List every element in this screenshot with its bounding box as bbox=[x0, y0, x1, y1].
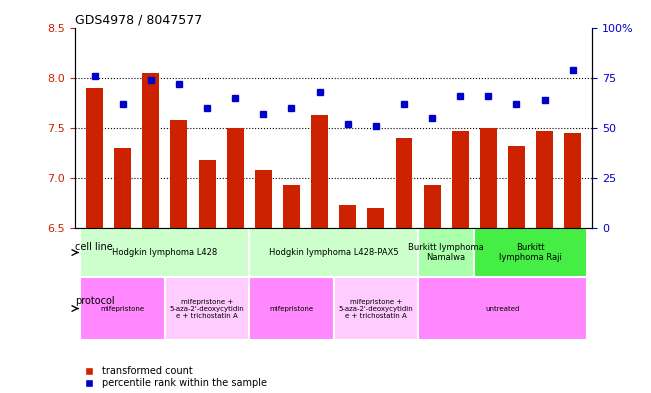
Bar bbox=[418, 277, 587, 340]
Bar bbox=[396, 138, 412, 228]
Text: cell line: cell line bbox=[75, 242, 113, 252]
Bar bbox=[452, 131, 469, 228]
Bar bbox=[255, 170, 271, 228]
Bar bbox=[227, 128, 243, 228]
Bar bbox=[418, 228, 475, 277]
Bar bbox=[339, 205, 356, 228]
Bar bbox=[564, 133, 581, 228]
Bar bbox=[334, 277, 418, 340]
Text: mifepristone +
5-aza-2'-deoxycytidin
e + trichostatin A: mifepristone + 5-aza-2'-deoxycytidin e +… bbox=[339, 299, 413, 318]
Text: Burkitt
lymphoma Raji: Burkitt lymphoma Raji bbox=[499, 243, 562, 262]
Bar bbox=[311, 115, 328, 228]
Text: mifepristone +
5-aza-2'-deoxycytidin
e + trichostatin A: mifepristone + 5-aza-2'-deoxycytidin e +… bbox=[170, 299, 244, 318]
Text: Hodgkin lymphoma L428-PAX5: Hodgkin lymphoma L428-PAX5 bbox=[269, 248, 398, 257]
Bar bbox=[165, 277, 249, 340]
Bar bbox=[249, 228, 418, 277]
Text: protocol: protocol bbox=[75, 296, 115, 306]
Bar bbox=[81, 277, 165, 340]
Bar bbox=[283, 185, 300, 228]
Bar bbox=[249, 277, 334, 340]
Text: Burkitt lymphoma
Namalwa: Burkitt lymphoma Namalwa bbox=[408, 243, 484, 262]
Text: untreated: untreated bbox=[485, 305, 519, 312]
Bar bbox=[171, 120, 187, 228]
Text: mifepristone: mifepristone bbox=[270, 305, 314, 312]
Bar bbox=[367, 208, 384, 228]
Legend: transformed count, percentile rank within the sample: transformed count, percentile rank withi… bbox=[79, 366, 267, 388]
Text: mifepristone: mifepristone bbox=[101, 305, 145, 312]
Text: GDS4978 / 8047577: GDS4978 / 8047577 bbox=[75, 13, 202, 26]
Bar bbox=[424, 185, 441, 228]
Bar bbox=[86, 88, 103, 228]
Bar bbox=[508, 146, 525, 228]
Bar bbox=[480, 128, 497, 228]
Bar bbox=[114, 148, 131, 228]
Bar bbox=[475, 228, 587, 277]
Bar bbox=[143, 73, 159, 228]
Bar bbox=[81, 228, 249, 277]
Bar bbox=[199, 160, 215, 228]
Bar bbox=[536, 131, 553, 228]
Text: Hodgkin lymphoma L428: Hodgkin lymphoma L428 bbox=[112, 248, 217, 257]
